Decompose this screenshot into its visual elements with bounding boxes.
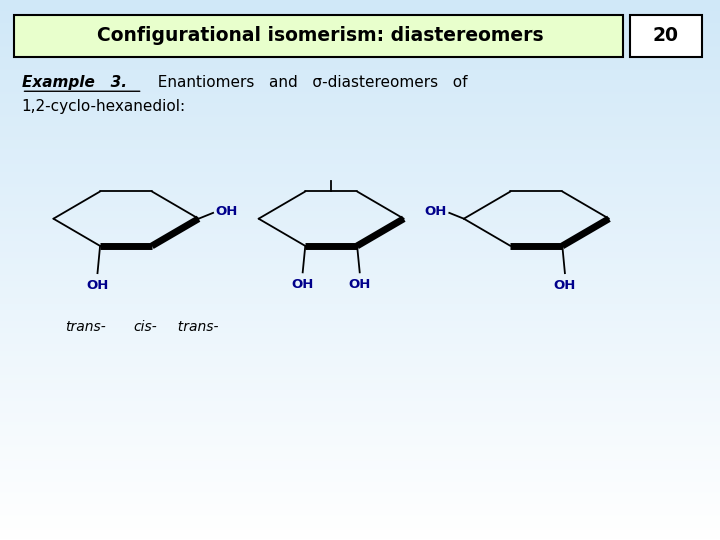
Text: trans-: trans- — [169, 320, 219, 334]
Text: 1,2-cyclo-hexanediol:: 1,2-cyclo-hexanediol: — [22, 99, 186, 114]
Text: OH: OH — [554, 279, 576, 292]
Text: trans-: trans- — [65, 320, 106, 334]
Text: OH: OH — [348, 278, 371, 291]
Text: OH: OH — [86, 279, 109, 292]
Text: Enantiomers   and   σ-diastereomers   of: Enantiomers and σ-diastereomers of — [148, 75, 467, 90]
Text: cis-: cis- — [133, 320, 157, 334]
Bar — [14, 15, 623, 57]
Bar — [630, 15, 702, 57]
Text: Example   3.: Example 3. — [22, 75, 127, 90]
Text: 20: 20 — [653, 26, 679, 45]
Text: OH: OH — [215, 205, 238, 218]
Text: OH: OH — [425, 205, 447, 218]
Text: OH: OH — [292, 278, 314, 291]
Text: Configurational isomerism: diastereomers: Configurational isomerism: diastereomers — [97, 26, 544, 45]
